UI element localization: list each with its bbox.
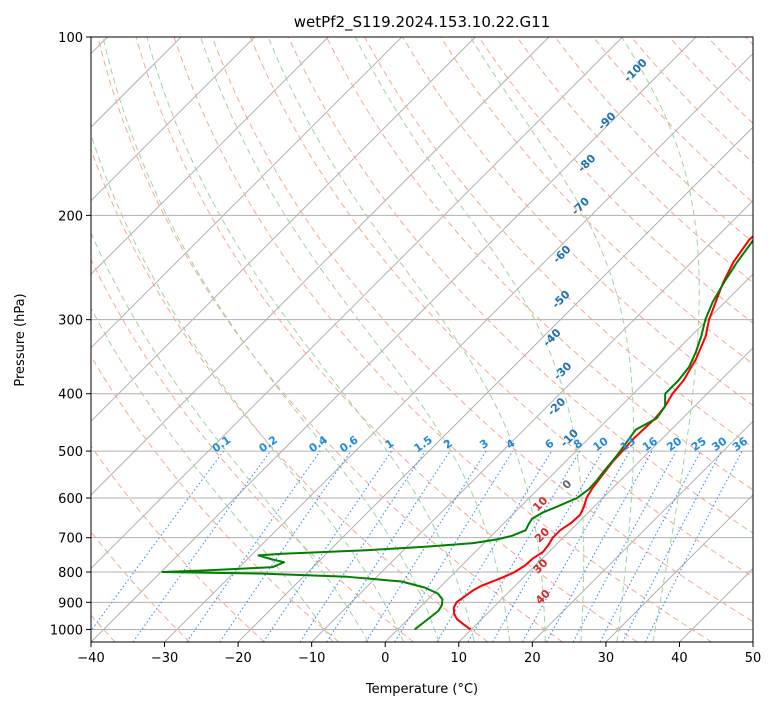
chart-title: wetPf2_S119.2024.153.10.22.G11 <box>294 13 550 32</box>
isotherm-gridline <box>91 37 256 202</box>
y-tick-label: 100 <box>58 31 83 46</box>
dry-adiabat-line <box>630 37 753 164</box>
y-tick-label: 600 <box>58 492 83 507</box>
mixing-ratio-line <box>299 450 426 642</box>
moist-adiabat-line <box>267 37 546 642</box>
isotherm-gridline <box>237 126 753 642</box>
series-layer <box>161 234 753 631</box>
isotherm-gridline <box>91 37 329 275</box>
dry-adiabat-line <box>402 37 753 407</box>
x-tick-label: 20 <box>524 651 541 666</box>
y-tick-label: 900 <box>58 596 83 611</box>
mixing-ratio-line <box>521 450 631 642</box>
isotherm-gridline <box>91 37 550 496</box>
mixing-ratio-line <box>326 450 451 642</box>
isotherm-gridline <box>164 52 753 642</box>
dry-adiabat-line <box>326 37 753 491</box>
mixing-ratio-line <box>394 450 514 642</box>
dry-adiabat-line <box>364 37 753 449</box>
mixing-ratio-line <box>186 450 321 642</box>
moist-adiabat-line <box>102 37 440 642</box>
y-tick-label: 1000 <box>50 623 83 638</box>
moist-adiabat-line <box>621 37 700 642</box>
mixing-ratio-line <box>91 450 224 632</box>
moist-adiabat-line <box>146 37 475 642</box>
y-axis-label: Pressure (hPa) <box>13 293 28 386</box>
y-tick-label: 200 <box>58 209 83 224</box>
dry-adiabat-line <box>287 37 753 534</box>
dewpoint-profile-line <box>161 238 753 631</box>
y-tick-label: 300 <box>58 314 83 329</box>
mixing-ratio-line <box>219 450 352 642</box>
isotherm-gridline <box>91 37 697 642</box>
x-tick-label: −10 <box>298 651 325 666</box>
x-tick-label: 30 <box>598 651 615 666</box>
mixing-ratio-line <box>572 450 677 642</box>
y-tick-label: 800 <box>58 566 83 581</box>
y-tick-label: 400 <box>58 388 83 403</box>
overlay-layer <box>91 37 753 642</box>
y-tick-label: 700 <box>58 532 83 547</box>
mixing-ratio-line <box>644 450 743 642</box>
x-tick-label: 50 <box>745 651 762 666</box>
moist-adiabat-line <box>91 133 405 642</box>
isotherm-gridline <box>531 420 753 642</box>
isotherm-gridline <box>605 494 753 642</box>
dry-adiabat-line <box>478 37 753 324</box>
x-tick-label: −30 <box>151 651 178 666</box>
plot-frame <box>90 36 754 643</box>
axes-layer: −40 −30 −20 −10 0 10 20 30 40 50 1000 900 800 700 600 5… <box>50 31 761 666</box>
x-tick-label: −20 <box>224 651 251 666</box>
isotherm-gridline <box>91 37 476 423</box>
moist-adiabat-line <box>91 307 334 642</box>
x-tick-label: −40 <box>77 651 104 666</box>
dry-adiabat-line <box>249 37 753 578</box>
y-tick-label: 500 <box>58 445 83 460</box>
moist-adiabat-line <box>200 37 511 642</box>
dry-adiabat-line <box>592 37 753 204</box>
mixing-ratio-line <box>132 450 271 642</box>
dry-adiabat-line <box>211 37 753 623</box>
dry-adiabat-line <box>91 258 414 642</box>
isotherm-gridline <box>458 347 753 642</box>
x-tick-label: 40 <box>671 651 688 666</box>
mixing-ratio-line <box>263 450 392 642</box>
x-tick-label: 10 <box>451 651 468 666</box>
isotherm-gridline <box>91 37 623 570</box>
mixing-ratio-line <box>546 450 653 642</box>
x-axis-label: Temperature (°C) <box>365 682 478 697</box>
dry-adiabat-line <box>173 37 713 642</box>
moist-adiabat-line <box>354 37 585 642</box>
dry-adiabat-line <box>91 445 265 642</box>
x-tick-label: 0 <box>381 651 389 666</box>
isotherm-gridline <box>91 37 403 349</box>
dry-adiabat-line <box>135 37 638 642</box>
moist-adiabat-line <box>91 231 369 642</box>
